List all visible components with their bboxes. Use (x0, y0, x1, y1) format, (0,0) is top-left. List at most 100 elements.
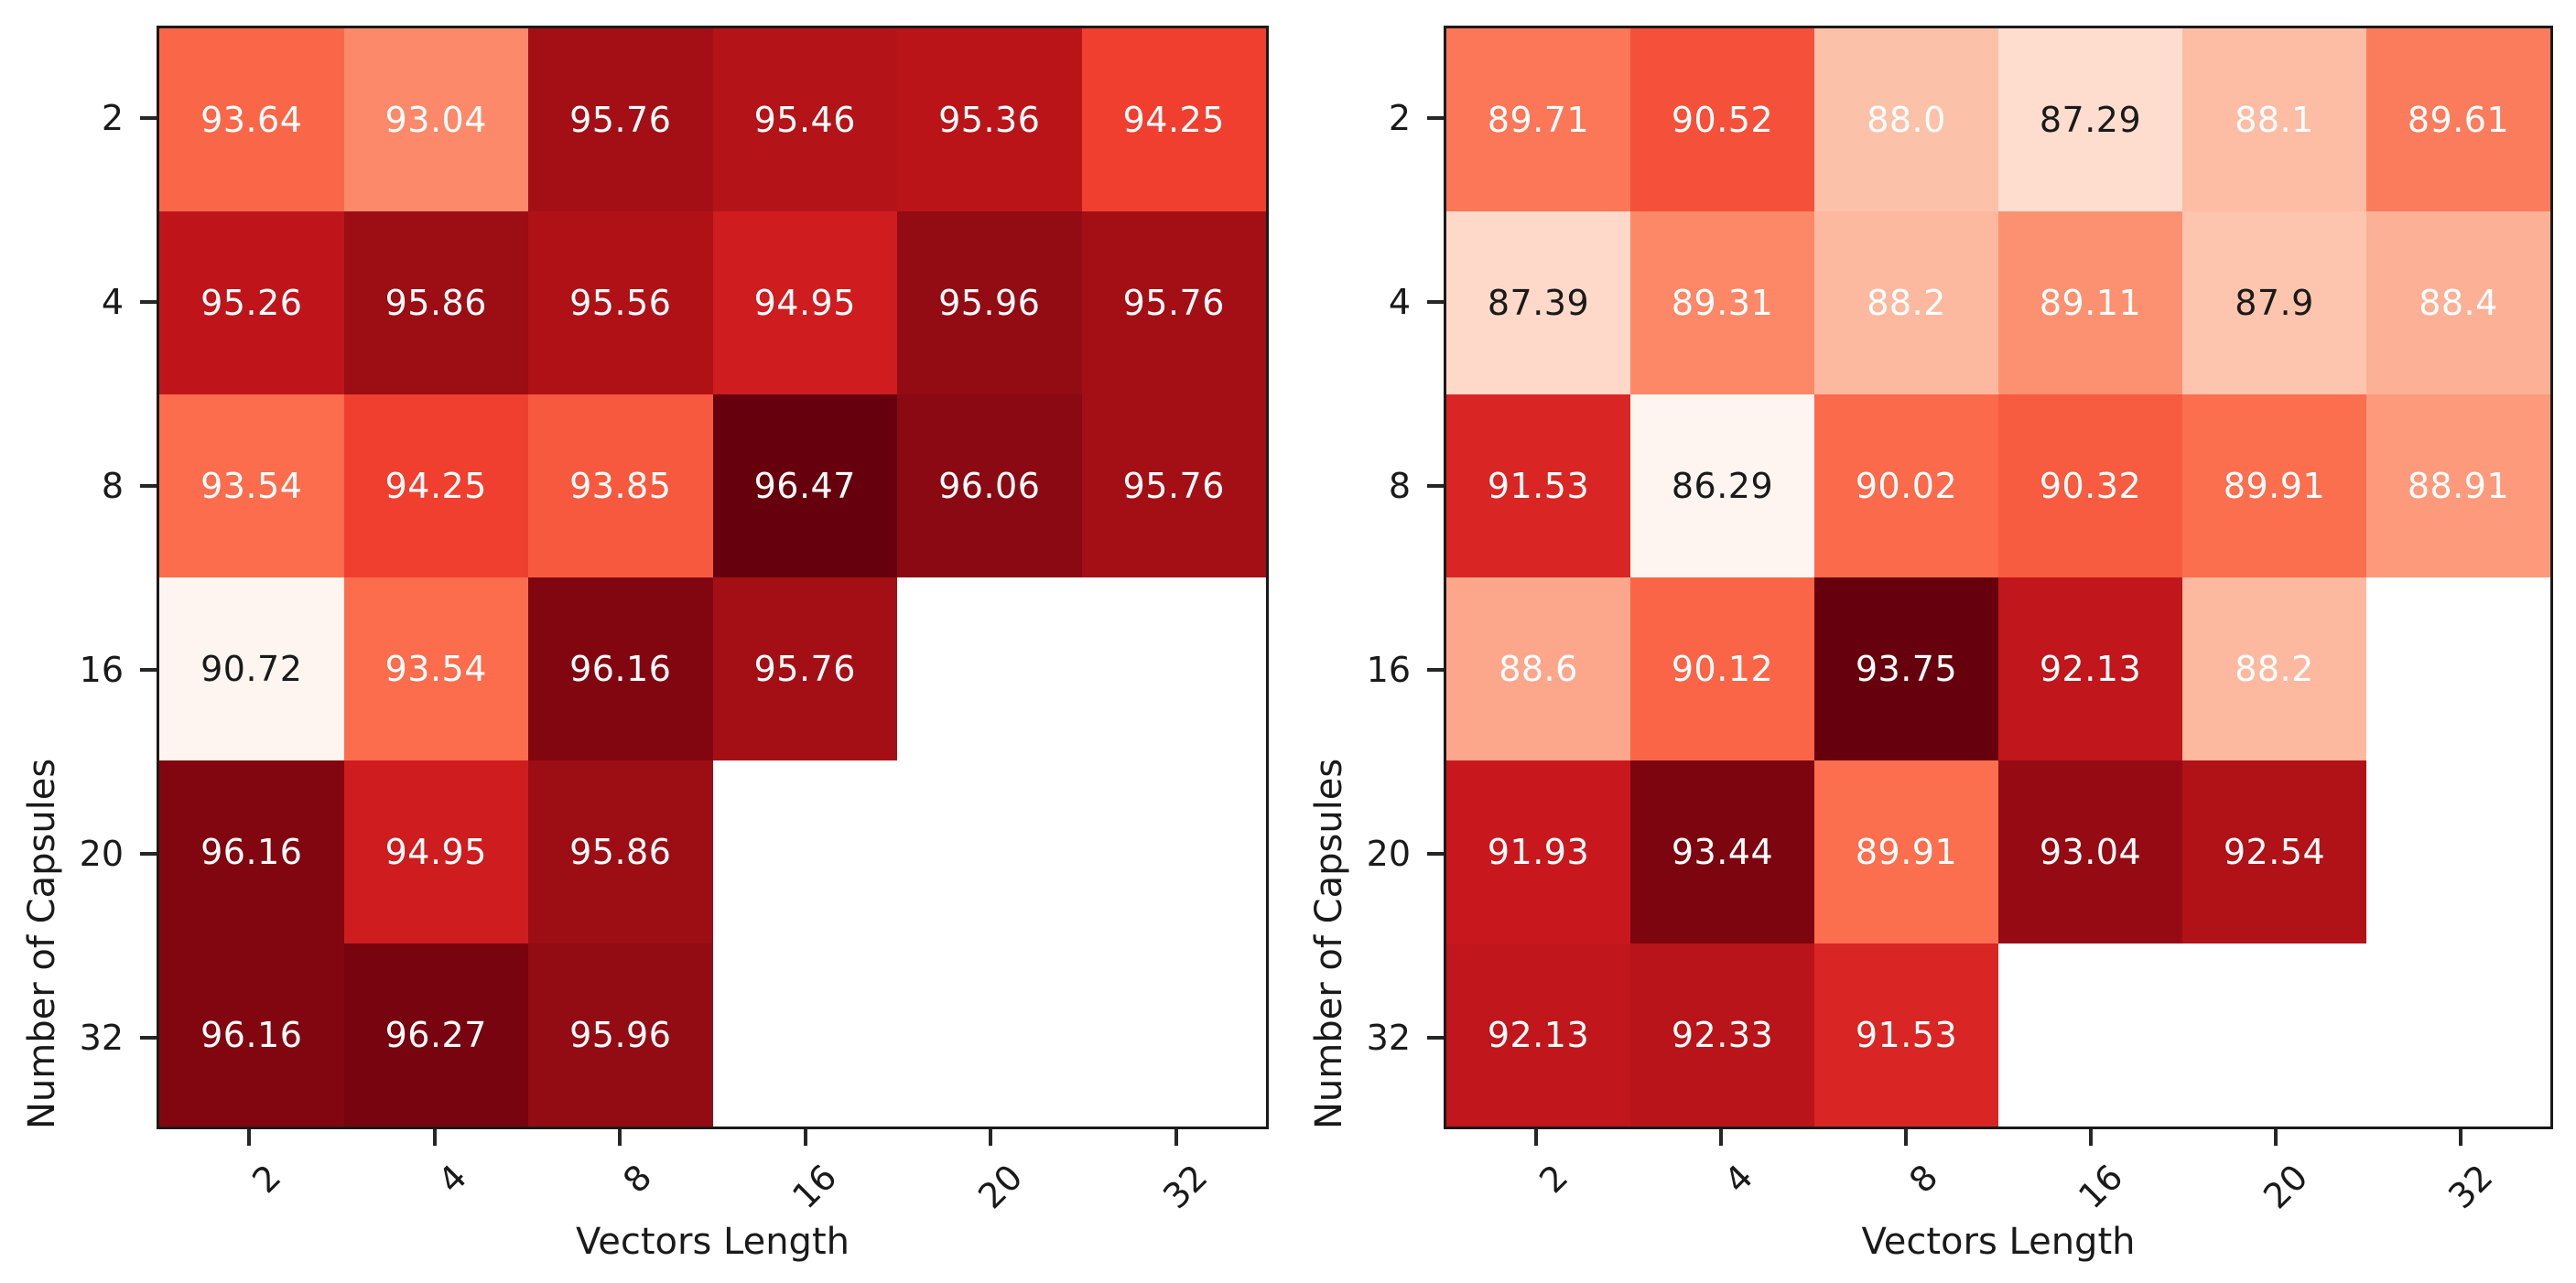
y-tick-mark (1427, 1035, 1444, 1040)
x-tick-mark (1904, 1129, 1908, 1146)
heatmap-cell: 95.96 (528, 943, 713, 1127)
x-tick: 32 (1084, 1129, 1270, 1230)
y-axis-ticks: 2 4 8 16 20 32 (54, 26, 157, 1129)
y-tick-mark (140, 667, 157, 672)
heatmap-cell-empty (1081, 760, 1266, 943)
x-tick-label: 16 (785, 1157, 845, 1217)
x-tick: 4 (1629, 1129, 1813, 1230)
heatmap-cell: 87.9 (2182, 211, 2366, 394)
heatmap-cell: 87.29 (1998, 28, 2182, 211)
heatmap-cell: 89.91 (1814, 760, 1998, 943)
y-tick-mark (1427, 851, 1444, 856)
heatmap-cell-empty (1081, 943, 1266, 1127)
heatmap-cell: 93.54 (159, 394, 344, 577)
x-tick-mark (803, 1129, 807, 1146)
heatmap-cell: 95.26 (159, 211, 344, 394)
heatmap-cell: 95.96 (897, 211, 1082, 394)
x-tick-mark (618, 1129, 622, 1146)
heatmap-cell: 87.39 (1446, 211, 1630, 394)
heatmap-cell-empty (712, 760, 897, 943)
x-tick-label: 16 (2070, 1157, 2131, 1217)
y-tick-mark (140, 483, 157, 488)
heatmap-cell: 88.0 (1814, 28, 1998, 211)
heatmap-cell: 88.1 (2182, 28, 2366, 211)
y-tick-mark (140, 851, 157, 856)
heatmap-cell: 88.91 (2366, 394, 2550, 577)
x-tick: 20 (898, 1129, 1084, 1230)
heatmap-cell: 89.61 (2366, 28, 2550, 211)
x-axis-title: Vectors Length (1861, 1221, 2136, 1263)
heatmap-cell: 88.2 (1814, 211, 1998, 394)
x-tick-mark (432, 1129, 437, 1146)
heatmap-grid: 93.64 93.04 95.76 95.46 95.36 94.25 95.26 95.86… (157, 26, 1269, 1129)
heatmap-cell: 89.11 (1998, 211, 2182, 394)
heatmap-cell: 95.86 (528, 760, 713, 943)
x-tick: 2 (157, 1129, 342, 1230)
heatmap-cell: 95.76 (1081, 394, 1266, 577)
x-tick: 8 (527, 1129, 713, 1230)
x-tick: 4 (342, 1129, 528, 1230)
y-tick-label: 32 (1366, 1017, 1411, 1058)
y-tick-mark (1427, 667, 1444, 672)
heatmap-cell: 93.75 (1814, 577, 1998, 760)
heatmap-cell: 96.16 (159, 760, 344, 943)
heatmap-cell: 90.72 (159, 577, 344, 760)
heatmap-cell: 92.54 (2182, 760, 2366, 943)
heatmap-cell: 93.85 (528, 394, 713, 577)
x-tick-mark (2274, 1129, 2278, 1146)
y-tick-label: 16 (1366, 649, 1411, 690)
heatmap-cell-empty (897, 760, 1082, 943)
heatmap-cell: 91.53 (1446, 394, 1630, 577)
heatmap-cell-empty (2182, 943, 2366, 1127)
heatmap-cell: 93.04 (1998, 760, 2182, 943)
y-tick: 20 (1341, 761, 1444, 945)
x-tick-label: 4 (1716, 1157, 1761, 1202)
x-axis-ticks: 2 4 8 16 20 32 (157, 1129, 1269, 1230)
heatmap-cell: 93.54 (343, 577, 528, 760)
y-tick: 2 (1341, 26, 1444, 210)
heatmap-cell-empty (2366, 577, 2550, 760)
y-tick: 32 (54, 945, 157, 1129)
heatmap-cell: 95.36 (897, 28, 1082, 211)
heatmap-cell: 94.95 (343, 760, 528, 943)
y-tick-label: 4 (1388, 281, 1411, 322)
x-tick-label: 8 (615, 1157, 660, 1202)
y-tick-mark (140, 299, 157, 304)
x-tick-label: 4 (429, 1157, 474, 1202)
y-tick-label: 8 (101, 465, 124, 506)
x-tick-label: 8 (1900, 1157, 1946, 1202)
heatmap-cell-empty (712, 943, 897, 1127)
y-tick-label: 4 (101, 281, 124, 322)
x-tick-label: 2 (244, 1157, 289, 1202)
heatmap-cell-empty (897, 943, 1082, 1127)
y-tick-mark (140, 1035, 157, 1040)
heatmap-cell: 93.04 (343, 28, 528, 211)
y-tick-mark (1427, 115, 1444, 120)
heatmap-left: Number of Capsules 2 4 8 16 20 32 93.64 93.04 9… (21, 26, 1269, 1263)
x-tick-mark (2459, 1129, 2462, 1146)
y-tick: 20 (54, 761, 157, 945)
y-tick-label: 2 (1388, 97, 1411, 138)
y-tick-label: 20 (1366, 833, 1411, 874)
heatmap-cell: 89.71 (1446, 28, 1630, 211)
x-axis-ticks: 2 4 8 16 20 32 (1444, 1129, 2553, 1230)
heatmap-cell: 92.13 (1998, 577, 2182, 760)
heatmap-cell: 88.6 (1446, 577, 1630, 760)
heatmap-cell: 95.46 (712, 28, 897, 211)
heatmap-cell: 89.31 (1630, 211, 1814, 394)
x-tick: 16 (713, 1129, 899, 1230)
heatmap-cell: 95.76 (1081, 211, 1266, 394)
heatmap-cell: 92.33 (1630, 943, 1814, 1127)
x-tick-label: 2 (1531, 1157, 1576, 1202)
heatmap-cell: 93.64 (159, 28, 344, 211)
x-tick-mark (2089, 1129, 2093, 1146)
x-tick-label: 32 (1155, 1157, 1216, 1217)
y-tick: 16 (1341, 577, 1444, 761)
y-tick: 2 (54, 26, 157, 210)
heatmap-cell: 95.86 (343, 211, 528, 394)
heatmap-cell: 88.2 (2182, 577, 2366, 760)
heatmap-cell-empty (1081, 577, 1266, 760)
heatmap-cell: 93.44 (1630, 760, 1814, 943)
heatmap-cell: 95.76 (712, 577, 897, 760)
